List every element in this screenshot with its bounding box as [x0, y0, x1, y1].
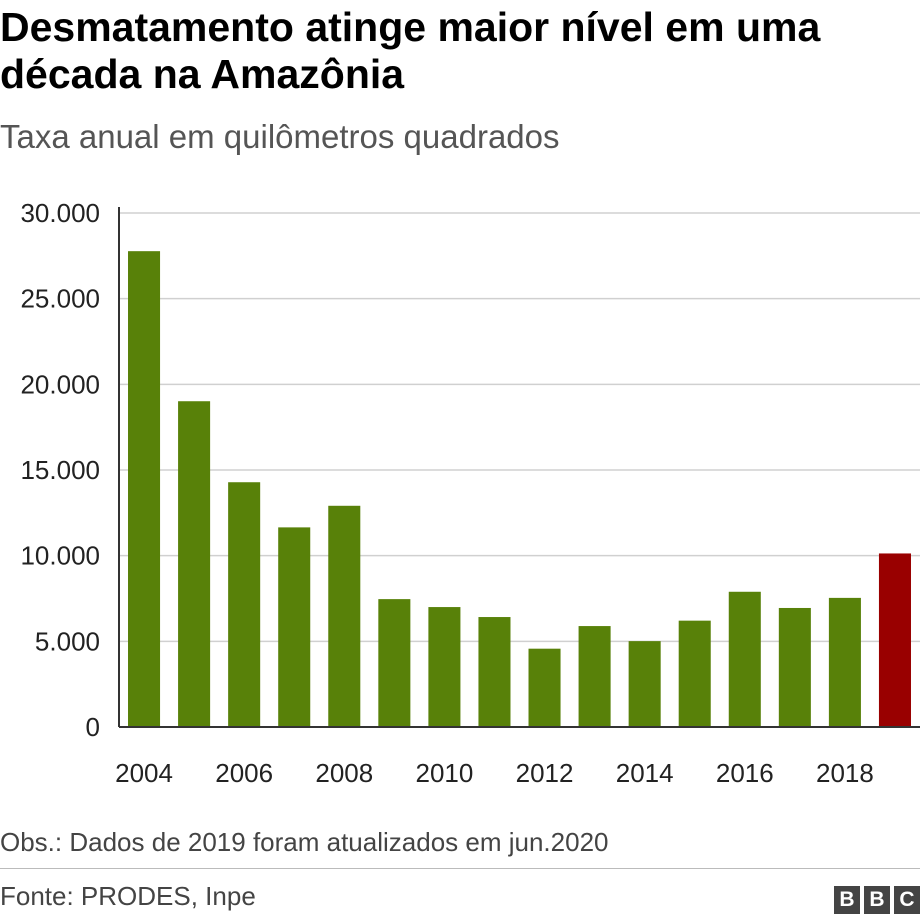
- bbc-logo: B B C: [834, 886, 920, 914]
- bar-2009: [378, 599, 411, 727]
- x-tick-label: 2018: [816, 758, 874, 788]
- y-tick-label: 20.000: [20, 369, 100, 399]
- x-tick-label: 2016: [716, 758, 774, 788]
- bar-2008: [328, 505, 361, 727]
- bar-2010: [428, 607, 461, 727]
- source-credit: Fonte: PRODES, Inpe: [0, 881, 256, 911]
- logo-letter: C: [894, 886, 920, 914]
- bars: [128, 251, 911, 727]
- x-tick-label: 2008: [315, 758, 373, 788]
- y-axis-labels: 0 5.000 10.000 15.000 20.000 25.000 30.000: [20, 198, 100, 742]
- bar-2004: [128, 251, 161, 727]
- y-tick-label: 25.000: [20, 284, 100, 314]
- bar-2006: [228, 482, 261, 727]
- bar-2019: [878, 553, 911, 727]
- chart-note: Obs.: Dados de 2019 foram atualizados em…: [0, 827, 609, 857]
- bar-chart: 0 5.000 10.000 15.000 20.000 25.000 30.000 200…: [20, 198, 920, 788]
- bar-2016: [728, 591, 761, 727]
- logo-letter: B: [834, 886, 860, 914]
- y-tick-label: 5.000: [35, 626, 100, 656]
- bar-2014: [628, 641, 661, 727]
- y-tick-label: 10.000: [20, 541, 100, 571]
- x-tick-label: 2006: [215, 758, 273, 788]
- y-tick-label: 15.000: [20, 455, 100, 485]
- axes: [118, 207, 920, 728]
- bar-2007: [278, 527, 311, 727]
- chart-subtitle: Taxa anual em quilômetros quadrados: [0, 118, 560, 155]
- bar-2012: [528, 648, 561, 727]
- chart-title: Desmatamento atinge maior nível em uma d…: [0, 4, 821, 97]
- bar-2018: [828, 597, 861, 727]
- bar-2005: [178, 401, 211, 727]
- x-tick-label: 2004: [115, 758, 173, 788]
- y-tick-label: 30.000: [20, 198, 100, 228]
- x-tick-label: 2012: [516, 758, 574, 788]
- footer-divider: [0, 868, 920, 869]
- bar-2013: [578, 626, 611, 727]
- x-tick-label: 2014: [616, 758, 674, 788]
- x-axis-labels: 2004 2006 2008 2010 2012 2014 2016 2018: [115, 758, 874, 788]
- logo-letter: B: [864, 886, 890, 914]
- y-tick-label: 0: [86, 712, 100, 742]
- bar-2011: [478, 617, 511, 727]
- bar-2017: [778, 607, 811, 727]
- bar-2015: [678, 620, 711, 727]
- x-tick-label: 2010: [415, 758, 473, 788]
